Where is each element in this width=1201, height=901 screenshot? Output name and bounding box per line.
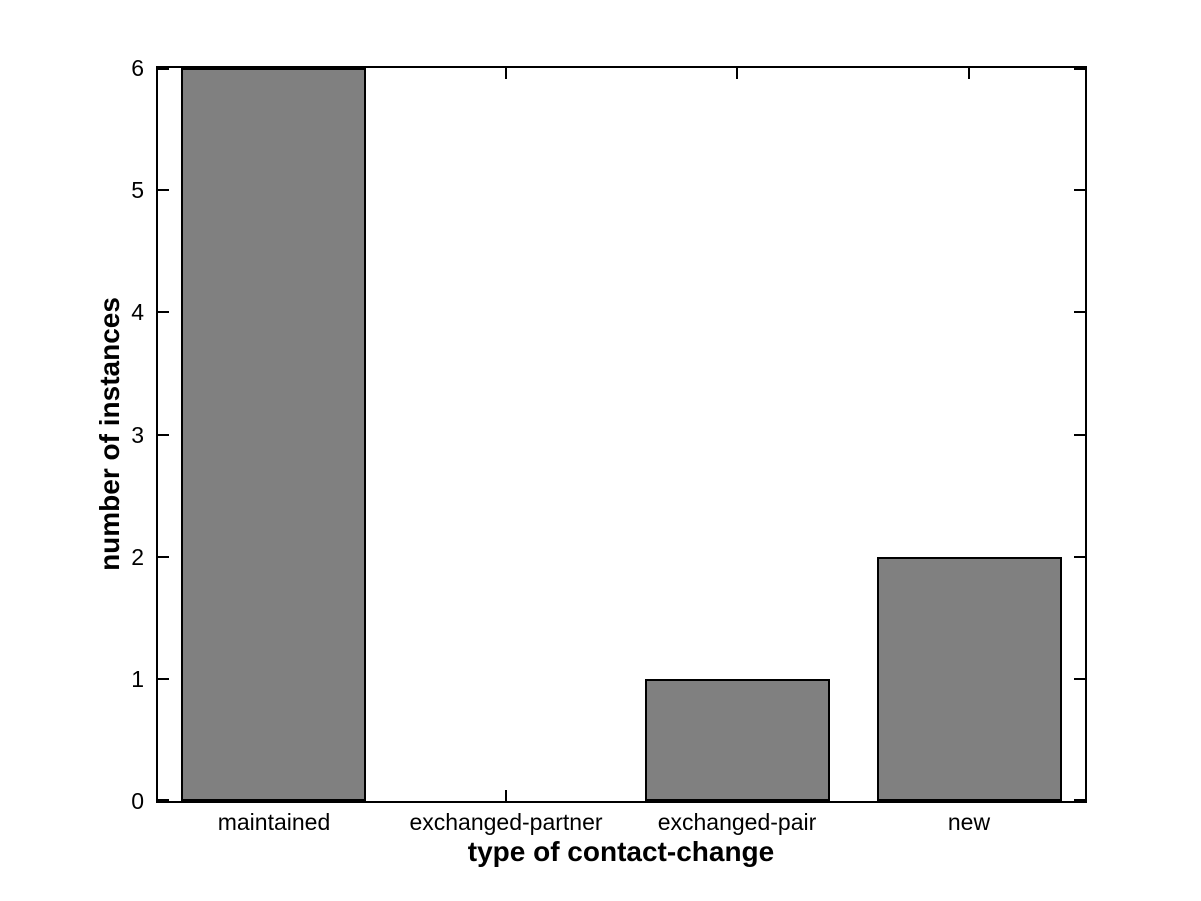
y-tick-mark: [158, 799, 169, 801]
y-tick-mark: [1074, 556, 1085, 558]
x-tick-label: exchanged-partner: [409, 809, 603, 835]
y-tick-mark: [1074, 678, 1085, 680]
x-tick-label: maintained: [217, 809, 331, 835]
y-tick-mark: [158, 556, 169, 558]
y-tick-label: 3: [131, 422, 144, 448]
y-tick-mark: [158, 311, 169, 313]
y-tick-mark: [1074, 311, 1085, 313]
y-tick-mark: [1074, 799, 1085, 801]
bar-new: [877, 557, 1062, 801]
bar-exchanged-pair: [645, 679, 830, 801]
plot-area: [156, 66, 1087, 803]
x-tick-mark: [968, 68, 970, 79]
x-tick-label: new: [947, 809, 991, 835]
x-tick-mark: [736, 68, 738, 79]
y-tick-label: 0: [131, 788, 144, 814]
y-tick-mark: [1074, 68, 1085, 70]
y-tick-label: 4: [131, 299, 144, 325]
y-tick-mark: [158, 678, 169, 680]
y-tick-label: 5: [131, 177, 144, 203]
y-tick-label: 6: [131, 55, 144, 81]
x-axis-title: type of contact-change: [467, 836, 775, 867]
x-tick-mark: [505, 68, 507, 79]
y-tick-mark: [158, 189, 169, 191]
y-tick-mark: [1074, 434, 1085, 436]
y-tick-mark: [158, 434, 169, 436]
x-tick-label: exchanged-pair: [657, 809, 817, 835]
bar-maintained: [181, 68, 366, 801]
y-tick-label: 2: [131, 544, 144, 570]
y-tick-label: 1: [131, 666, 144, 692]
y-tick-mark: [1074, 189, 1085, 191]
x-tick-mark: [505, 790, 507, 801]
y-tick-mark: [158, 68, 169, 70]
